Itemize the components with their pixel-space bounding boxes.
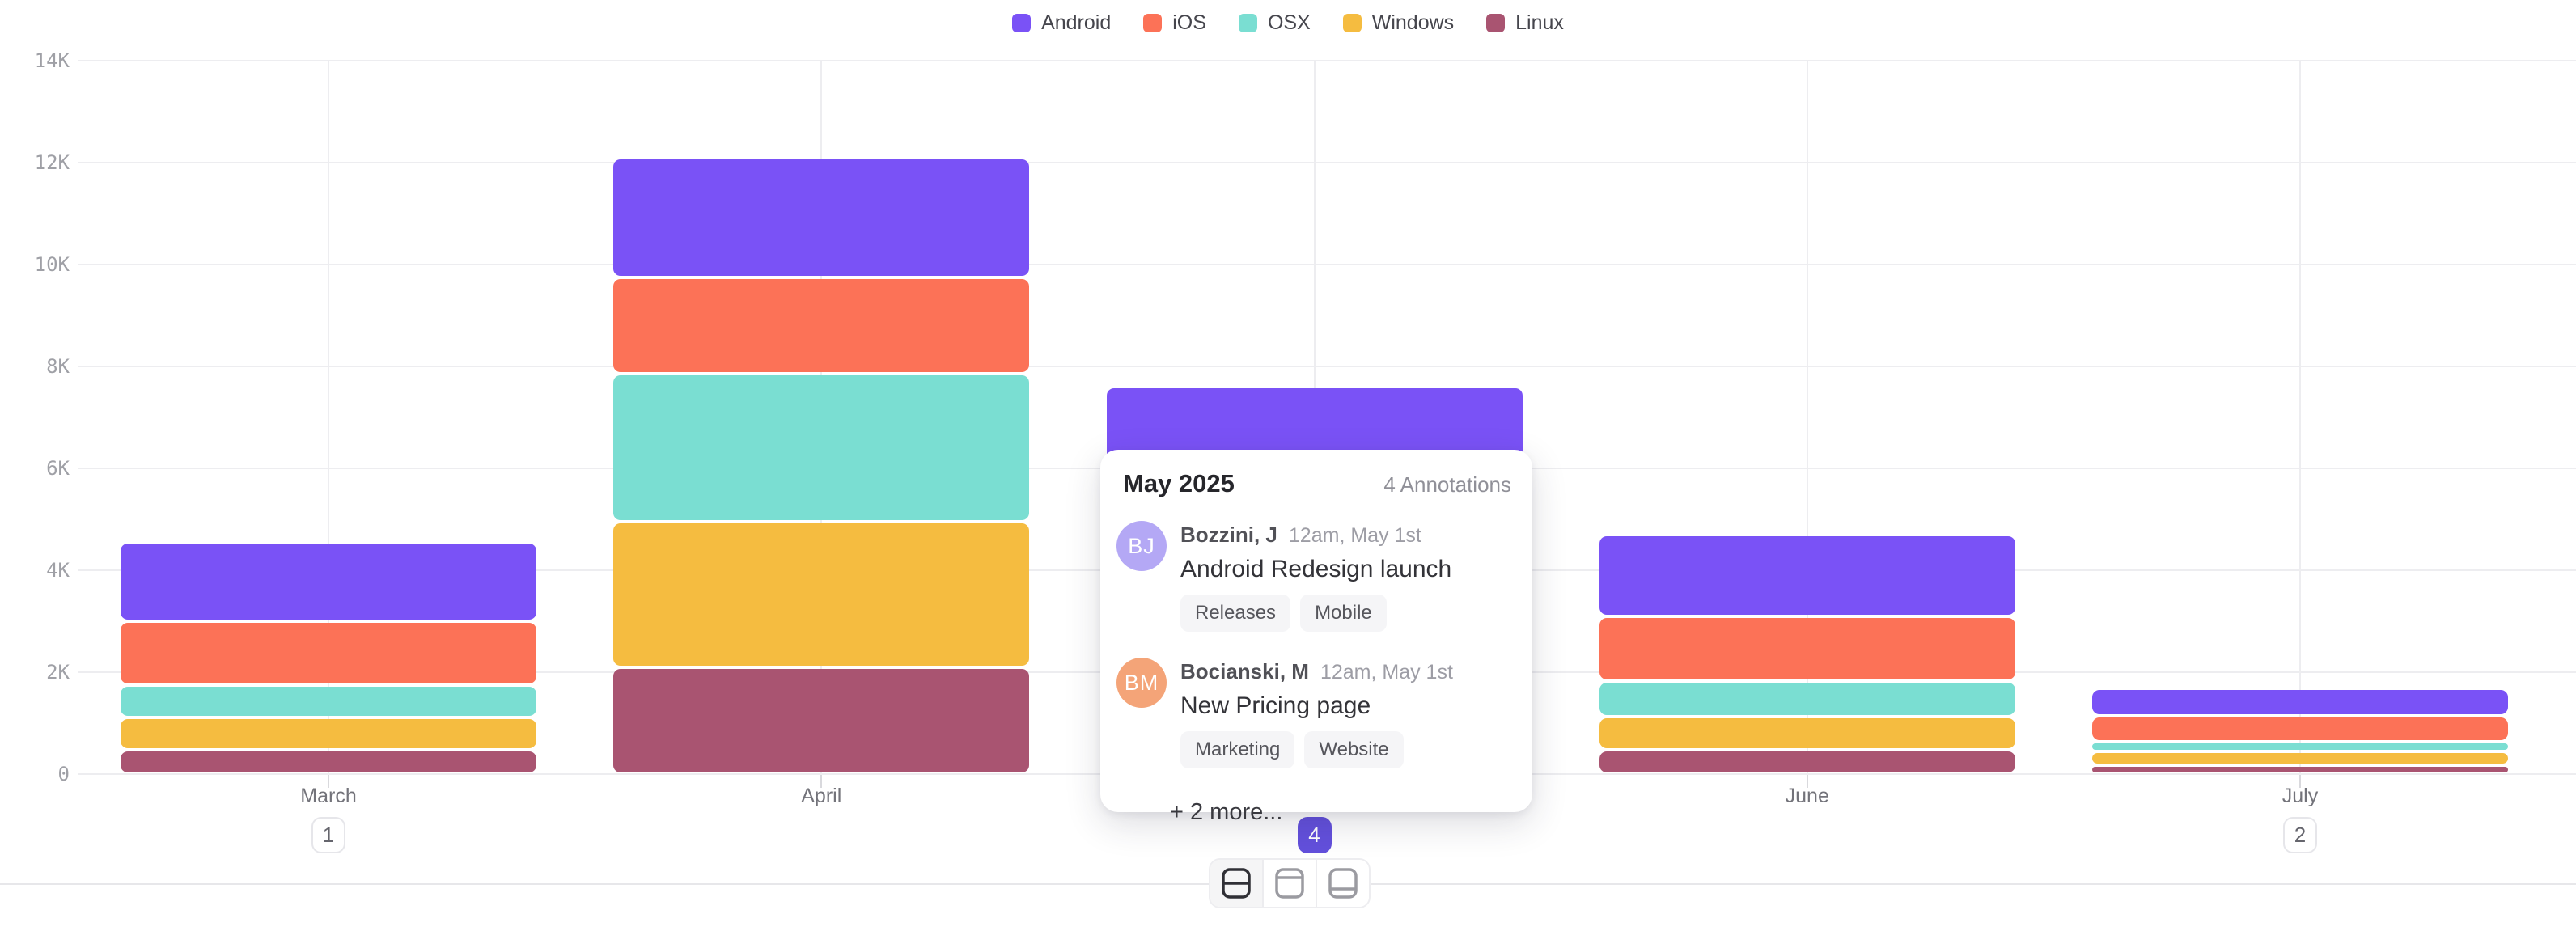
bar-segment-osx-june[interactable] [1599,682,2015,715]
bar-segment-windows-march[interactable] [121,719,536,748]
x-axis-label: July [2282,785,2319,807]
legend-label: iOS [1172,11,1206,34]
view-button-rows-split[interactable] [1210,860,1262,907]
tooltip-month-title: May 2025 [1123,469,1235,497]
x-axis-tick [820,775,823,788]
bar-segment-linux-april[interactable] [613,668,1030,772]
x-gridline [328,61,329,774]
bar-segment-windows-april[interactable] [613,523,1030,666]
annotation-entry[interactable]: BJ Bozzini, J 12am, May 1st Android Rede… [1116,521,1511,632]
y-axis-tick-label: 10K [34,253,70,276]
annotation-timestamp: 12am, May 1st [1320,661,1453,683]
y-axis-tick-label: 8K [46,355,70,378]
y-gridline [78,162,2576,163]
more-annotations-link[interactable]: + 2 more... [1170,799,1283,825]
legend-swatch [1486,14,1506,32]
annotation-count-badge[interactable]: 2 [2283,817,2317,853]
tooltip-header: May 2025 4 Annotations [1116,469,1511,498]
layout-top-bar-icon [1275,868,1304,899]
annotation-author: Bozzini, J [1180,523,1277,547]
bar-segment-linux-june[interactable] [1599,751,2015,772]
tooltip-annotation-count: 4 Annotations [1383,472,1511,497]
legend-item-ios[interactable]: iOS [1143,11,1206,35]
y-axis-tick-label: 6K [46,457,70,480]
x-axis-tick [328,775,329,788]
legend-item-osx[interactable]: OSX [1238,11,1311,35]
x-axis-tick [1806,775,1808,788]
annotation-tag: Releases [1180,595,1291,632]
y-axis-tick-label: 2K [46,661,70,683]
y-gridline [78,264,2576,265]
bar-segment-osx-march[interactable] [121,686,536,717]
legend-swatch [1238,14,1257,32]
bar-segment-osx-july[interactable] [2092,743,2508,751]
y-gridline [78,366,2576,367]
view-switcher [1209,858,1371,908]
y-axis-tick-label: 4K [46,559,70,582]
x-axis-label: June [1785,785,1829,807]
bar-segment-android-april[interactable] [613,159,1030,276]
x-gridline [2299,61,2301,774]
bar-segment-windows-june[interactable] [1599,717,2015,748]
annotation-entry[interactable]: BM Bocianski, M 12am, May 1st New Pricin… [1116,658,1511,768]
annotation-count-badge[interactable]: 4 [1297,817,1332,853]
x-axis-label: March [300,785,357,807]
legend-label: Android [1041,11,1112,34]
bar-segment-ios-july[interactable] [2092,717,2508,740]
legend-swatch [1342,14,1362,32]
annotation-tag: Marketing [1180,731,1295,768]
view-button-top-bar[interactable] [1262,860,1316,907]
legend-item-linux[interactable]: Linux [1486,11,1564,35]
annotation-title: New Pricing page [1180,692,1371,719]
bar-segment-osx-april[interactable] [613,375,1030,521]
annotation-timestamp: 12am, May 1st [1288,524,1421,547]
layout-bottom-bar-icon [1328,868,1358,899]
chart-legend: Android iOS OSX Windows Linux [0,11,2576,35]
bar-segment-ios-march[interactable] [121,623,536,683]
x-gridline [1806,61,1808,774]
legend-label: OSX [1267,11,1311,34]
legend-swatch [1012,14,1032,32]
y-axis-tick-label: 14K [34,49,70,72]
annotation-author: Bocianski, M [1180,659,1309,683]
view-button-bottom-bar[interactable] [1316,860,1369,907]
annotation-tooltip: May 2025 4 Annotations BJ Bozzini, J 12a… [1100,450,1532,825]
legend-label: Windows [1371,11,1455,34]
bar-segment-android-june[interactable] [1599,535,2015,615]
annotation-tag: Website [1304,731,1404,768]
y-axis-tick-label: 12K [34,151,70,174]
y-axis-tick-label: 0 [57,763,70,785]
bar-segment-ios-april[interactable] [613,278,1030,373]
bar-segment-android-july[interactable] [2092,690,2508,715]
layout-rows-split-icon [1222,868,1251,899]
legend-label: Linux [1515,11,1564,34]
avatar: BJ [1116,521,1167,571]
legend-item-android[interactable]: Android [1012,11,1111,35]
x-axis-tick [2299,775,2301,788]
bar-segment-android-march[interactable] [121,543,536,620]
annotation-count-badge[interactable]: 1 [311,817,345,853]
annotation-title: Android Redesign launch [1180,556,1452,582]
avatar: BM [1116,658,1167,708]
y-gridline [78,60,2576,61]
bar-segment-linux-july[interactable] [2092,766,2508,772]
legend-item-windows[interactable]: Windows [1342,11,1455,35]
bar-segment-ios-june[interactable] [1599,617,2015,679]
x-axis-label: April [801,785,842,807]
bar-segment-windows-july[interactable] [2092,753,2508,764]
annotation-tag: Mobile [1300,595,1387,632]
legend-swatch [1143,14,1163,32]
bar-segment-linux-march[interactable] [121,751,536,772]
